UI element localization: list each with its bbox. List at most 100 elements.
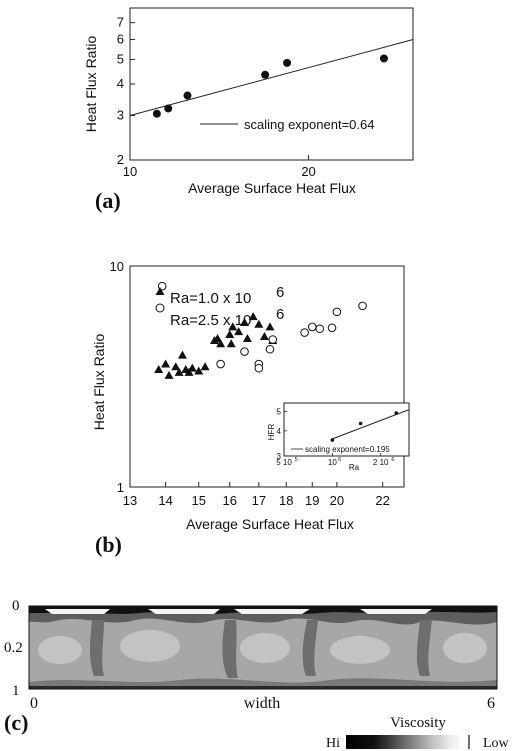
panel-b-frame: [129, 265, 405, 488]
inset-x-tick-exponent: 6: [391, 457, 394, 463]
panel-a-ylabel: Heat Flux Ratio: [83, 36, 99, 133]
data-point: [261, 70, 270, 79]
panel-a-fit-line: [129, 39, 414, 117]
panel-a-points: [152, 54, 388, 118]
x-tick-label: 10: [123, 164, 137, 179]
triangle-point: [248, 312, 258, 321]
colorbar-low-label: Low: [483, 736, 510, 751]
circle-point: [358, 301, 367, 311]
circle-point: [240, 347, 249, 356]
inset-y-tick-label: 5: [277, 407, 282, 416]
y-tick-label: 4: [117, 76, 124, 91]
triangle-point: [161, 359, 171, 368]
x-tick-label: 16: [222, 493, 236, 508]
circle-point: [332, 307, 342, 317]
depth-label-0: 0: [12, 598, 20, 614]
width-label-right: 6: [487, 695, 495, 712]
triangle-point: [171, 362, 181, 371]
depth-label-1: 1: [12, 683, 20, 699]
inset-x-tick-label: 5 10: [276, 458, 292, 467]
triangle-point: [194, 366, 204, 375]
panel-b-series: [154, 281, 367, 379]
inset-x-tick-exponent: 6: [338, 457, 341, 463]
width-label-center: width: [244, 695, 280, 712]
circle-point: [216, 359, 225, 369]
y-tick-label: 6: [117, 32, 124, 47]
circle-point: [307, 322, 317, 332]
panel-b-ticks: 13 14 15 16 17 18 19 20 22 1 10: [110, 259, 390, 508]
circle-point: [300, 328, 309, 337]
triangle-point: [228, 322, 238, 331]
panel-b-xlabel: Average Surface Heat Flux: [186, 516, 354, 532]
width-label-left: 0: [30, 695, 38, 712]
colorbar-high-label: Hi: [326, 736, 340, 751]
data-point: [164, 104, 173, 113]
legend-ra2-exponent: 6: [276, 306, 284, 323]
colorbar-title: Viscosity: [390, 715, 446, 731]
panel-a: 10 20 2 3 4 5 6 7 scaling exponent=0.64 Heat Fl…: [83, 7, 414, 213]
x-tick-label: 14: [158, 493, 172, 508]
triangle-point: [226, 339, 236, 348]
panel-b: 13 14 15 16 17 18 19 20 22 1 10 Ra=1.0 x 10 6 Ra=2…: [91, 259, 410, 557]
panel-b-letter: (b): [95, 532, 122, 557]
legend-triangle-marker: [155, 287, 165, 295]
triangle-point: [216, 339, 226, 348]
panel-c: 0 0.2 1 0 width 6 (c) Viscosity Hi Low: [4, 598, 510, 751]
inset-ylabel: HFR: [267, 424, 276, 441]
triangle-point: [259, 331, 269, 340]
y-tick-label: 2: [117, 152, 124, 167]
inset-point: [330, 438, 335, 442]
x-tick-label: 13: [123, 493, 137, 508]
inset-frame: [283, 402, 410, 457]
triangle-point: [200, 362, 210, 371]
data-point: [183, 91, 192, 100]
inset-x-tick-label: 10: [328, 458, 337, 467]
triangle-point: [225, 329, 235, 338]
legend-ra2-label: Ra=2.5 x 10: [170, 312, 251, 329]
colorbar: [346, 735, 460, 749]
y-tick-label: 3: [117, 108, 124, 123]
triangle-point: [213, 333, 223, 342]
inset-x-tick-label: 2 10: [373, 458, 389, 467]
triangle-point: [187, 363, 197, 372]
panel-a-ticks: 10 20 2 3 4 5 6 7: [117, 15, 316, 179]
data-point: [152, 109, 161, 118]
viscosity-field: [28, 605, 498, 690]
x-tick-label: 20: [301, 164, 315, 179]
panel-a-legend-label: scaling exponent=0.64: [244, 117, 374, 132]
inset-x-tick-exponent: 5: [295, 457, 298, 463]
triangle-point: [265, 322, 275, 331]
triangle-point: [174, 367, 184, 376]
data-point: [379, 54, 388, 63]
triangle-point: [239, 318, 249, 327]
x-tick-label: 22: [375, 493, 389, 508]
panel-a-xlabel: Average Surface Heat Flux: [188, 180, 356, 196]
depth-label-0-2: 0.2: [4, 640, 23, 656]
x-tick-label: 18: [279, 493, 293, 508]
panel-c-letter: (c): [4, 710, 28, 735]
triangle-point: [154, 365, 164, 374]
x-tick-label: 20: [330, 493, 344, 508]
legend-circle-marker: [155, 303, 165, 313]
y-tick-label: 5: [117, 52, 124, 67]
triangle-point: [164, 370, 174, 379]
circle-point: [265, 344, 275, 354]
triangle-point: [177, 350, 187, 359]
inset-point: [358, 421, 363, 426]
inset-xlabel: Ra: [349, 463, 360, 472]
y-tick-label: 1: [117, 480, 124, 495]
y-tick-label: 10: [110, 259, 124, 274]
inset-y-tick-label: 3: [277, 452, 282, 461]
circle-point: [254, 363, 264, 373]
circle-point: [327, 323, 337, 333]
triangle-point: [234, 327, 244, 336]
x-tick-label: 15: [191, 493, 205, 508]
triangle-point: [254, 319, 264, 328]
inset-points: [330, 411, 399, 442]
inset-y-tick-label: 4: [277, 427, 282, 436]
panel-a-letter: (a): [95, 188, 121, 213]
triangle-point: [184, 367, 194, 376]
